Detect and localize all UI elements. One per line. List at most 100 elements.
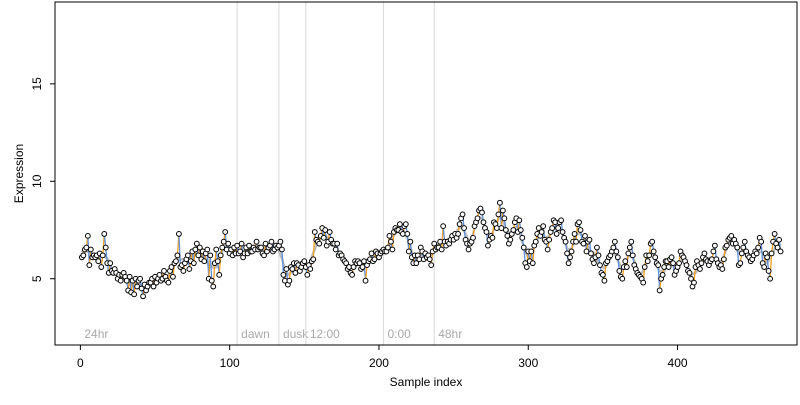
data-point [86,262,93,268]
data-point [277,238,284,245]
increase-segment [769,253,773,279]
data-point [137,275,143,282]
data-point [170,273,176,280]
data-point [316,240,323,247]
data-point [310,256,317,263]
data-point [555,225,562,231]
data-point [326,229,333,235]
data-point [404,231,411,237]
data-point [553,231,560,237]
data-point [768,250,775,257]
data-point [98,264,105,270]
data-point [649,238,656,245]
data-point [529,260,536,267]
data-point [562,238,569,245]
data-point [516,217,523,224]
data-point [280,271,287,278]
data-point [407,238,414,245]
data-point [156,271,163,278]
data-point [523,264,530,270]
vertical-marker-label: 48hr [438,327,462,341]
data-point [184,252,191,259]
x-tick-label: 0 [77,356,84,370]
data-point [204,246,211,253]
data-point [123,277,130,284]
data-point [764,254,771,261]
decrease-segment [281,249,285,275]
increase-segment [218,255,222,275]
data-point [502,227,509,233]
data-point [461,225,467,231]
data-point [755,244,762,251]
data-point [214,258,221,265]
data-point [279,246,285,253]
data-point [691,279,697,286]
data-point [728,232,735,239]
data-point [207,252,214,259]
data-point [320,234,327,241]
data-point [644,258,651,265]
y-axis-title: Expression [12,144,26,203]
data-point [440,223,447,230]
data-point [131,291,138,298]
data-point [594,244,600,251]
data-point [474,215,481,222]
data-point [459,211,466,218]
x-axis-title: Sample index [390,375,463,389]
increase-segment [603,263,607,281]
data-point [641,264,648,270]
data-point [470,234,476,241]
data-point [180,268,187,274]
data-point [334,240,341,247]
data-point [268,238,275,245]
data-point [711,242,718,249]
vertical-marker-label: dawn [241,327,270,341]
vertical-marker-label: 12:00 [310,327,340,341]
data-point [740,244,747,251]
data-point [519,234,526,241]
data-point [686,269,693,276]
x-tick-label: 400 [668,356,688,370]
data-point [431,240,438,247]
data-point [213,246,220,253]
data-point [720,256,727,263]
data-point [623,264,630,270]
data-point [571,231,578,237]
data-point [559,229,566,235]
data-point [517,227,524,233]
decrease-segment [760,241,764,264]
increase-segment [312,231,316,260]
x-tick-label: 200 [369,356,389,370]
decrease-segment [178,233,182,268]
data-point [258,244,264,251]
data-point [107,260,114,267]
data-point [428,262,435,268]
data-point [540,223,547,230]
y-tick-label: 5 [30,275,44,282]
data-point [619,275,626,282]
data-point [222,229,229,235]
data-point [216,271,223,278]
data-point [499,207,506,214]
data-point [196,244,203,251]
data-point [668,254,675,261]
data-point [193,240,200,247]
data-point [165,279,172,286]
data-point [565,260,572,267]
data-point [774,244,781,251]
data-point-layer [78,199,784,300]
data-point [646,252,653,259]
data-point [388,238,394,245]
data-point [701,250,708,257]
data-point [173,258,179,265]
data-point [737,260,744,267]
data-point [595,252,602,259]
data-point [413,260,420,267]
data-point [610,244,617,251]
data-point [168,264,175,270]
data-point [238,240,245,247]
data-point [719,266,726,272]
data-point [765,268,772,274]
